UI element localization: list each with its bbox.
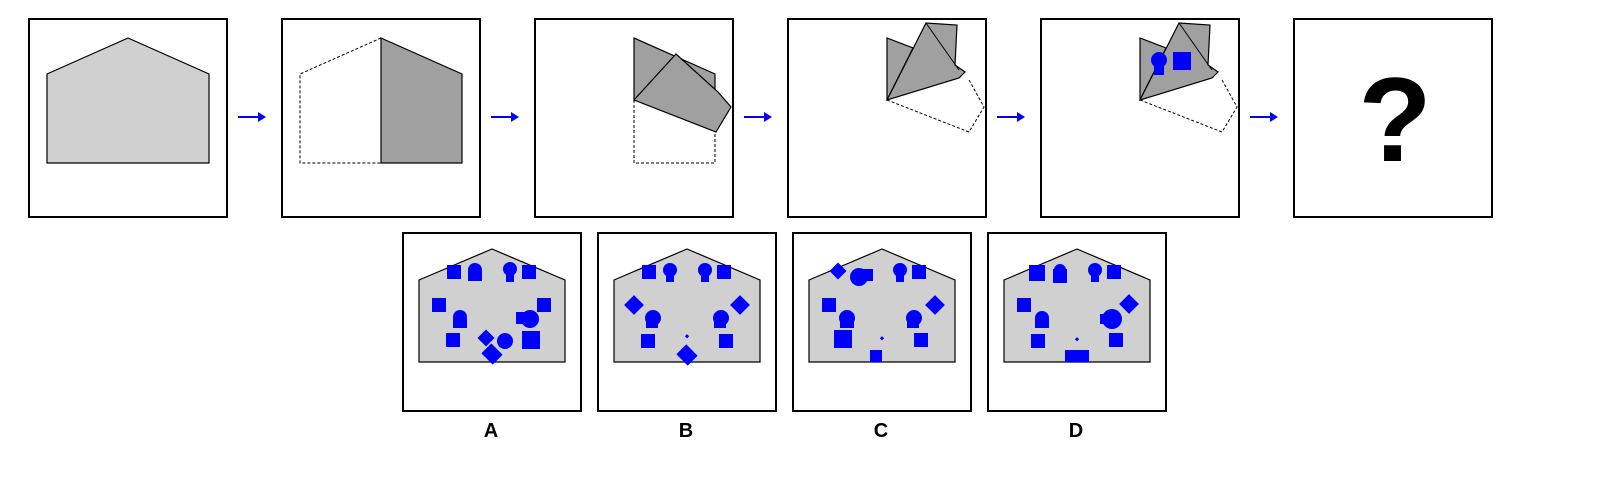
option-a-label: A <box>483 420 499 442</box>
unfolded-paper-shape <box>46 37 210 164</box>
step-3-panel <box>534 18 734 218</box>
fold-2-shape <box>632 37 732 164</box>
punch-hole-circle-base <box>1154 63 1164 75</box>
step-5-panel <box>1040 18 1240 218</box>
option-a-panel[interactable] <box>402 232 582 412</box>
option-c-label: C <box>873 420 889 442</box>
arrow-icon <box>1250 112 1278 122</box>
option-b-label: B <box>678 420 694 442</box>
option-d-label: D <box>1068 420 1084 442</box>
arrow-icon <box>491 112 519 122</box>
arrow-icon <box>997 112 1025 122</box>
fold-1-shape <box>299 37 463 164</box>
arrow-icon <box>744 112 772 122</box>
option-a-shape <box>418 248 566 365</box>
punch-hole-square <box>1173 52 1191 70</box>
option-c-shape <box>808 248 956 363</box>
fold-3-shape <box>885 22 985 133</box>
option-d-panel[interactable] <box>987 232 1167 412</box>
question-mark: ? <box>1358 53 1432 187</box>
option-b-panel[interactable] <box>597 232 777 412</box>
step-1-panel <box>28 18 228 218</box>
answer-panel: ? <box>1293 18 1493 218</box>
option-b-shape <box>613 248 761 366</box>
option-d-shape <box>1003 248 1151 363</box>
arrow-icon <box>238 112 266 122</box>
option-c-panel[interactable] <box>792 232 972 412</box>
step-2-panel <box>281 18 481 218</box>
punched-shape <box>1138 22 1238 133</box>
step-4-panel <box>787 18 987 218</box>
